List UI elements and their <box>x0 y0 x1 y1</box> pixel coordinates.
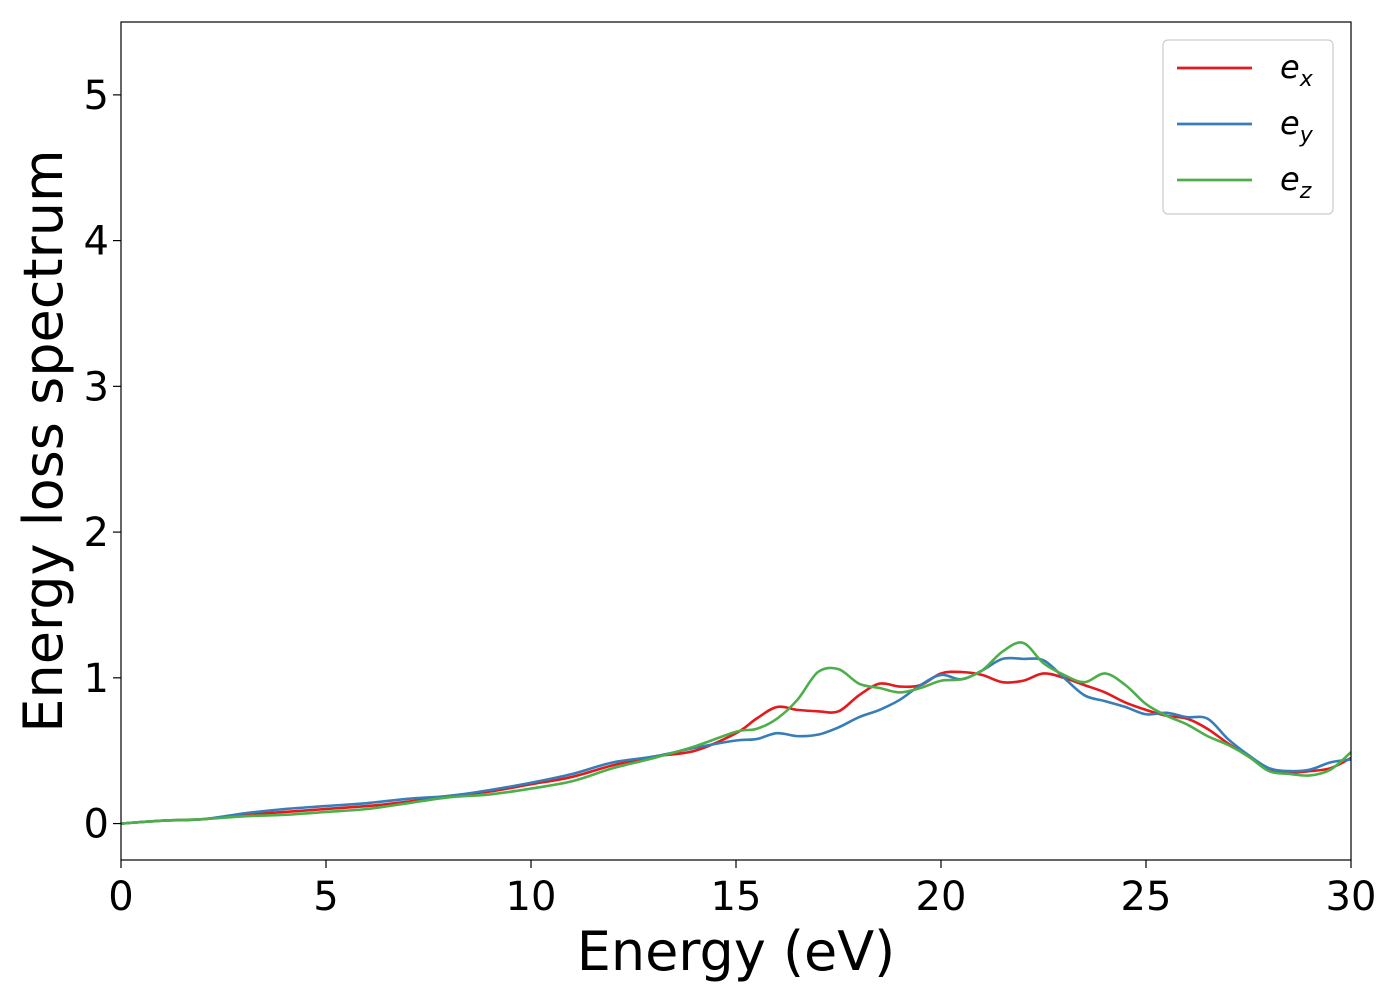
y-axis-title: Energy loss spectrum <box>12 149 75 732</box>
y-tick-label: 3 <box>84 364 109 410</box>
y-tick-label: 2 <box>84 510 109 556</box>
y-axis: 0 1 2 3 4 5 <box>84 73 121 848</box>
y-tick-label: 1 <box>84 656 109 702</box>
x-axis-title: Energy (eV) <box>577 920 896 983</box>
x-tick-label: 20 <box>916 874 967 920</box>
legend-label-ez: ez <box>1280 160 1312 204</box>
legend-box <box>1162 39 1334 215</box>
y-tick-label: 4 <box>84 219 109 265</box>
series-line-ez <box>120 641 1352 825</box>
x-tick-label: 15 <box>711 874 762 920</box>
x-axis: 0 5 10 15 20 25 30 <box>108 860 1376 920</box>
series-line-ey <box>120 656 1352 825</box>
x-tick-label: 25 <box>1121 874 1172 920</box>
series-line-ex <box>120 670 1352 825</box>
y-tick-label: 0 <box>84 802 109 848</box>
legend: ex ey ez <box>1162 39 1334 215</box>
x-tick-label: 5 <box>313 874 338 920</box>
y-tick-label: 5 <box>84 73 109 119</box>
x-tick-label: 30 <box>1326 874 1377 920</box>
series-layer <box>120 641 1352 825</box>
x-tick-label: 10 <box>506 874 557 920</box>
legend-label-ey: ey <box>1280 104 1314 148</box>
x-tick-label: 0 <box>108 874 133 920</box>
legend-label-ex: ex <box>1280 48 1314 92</box>
